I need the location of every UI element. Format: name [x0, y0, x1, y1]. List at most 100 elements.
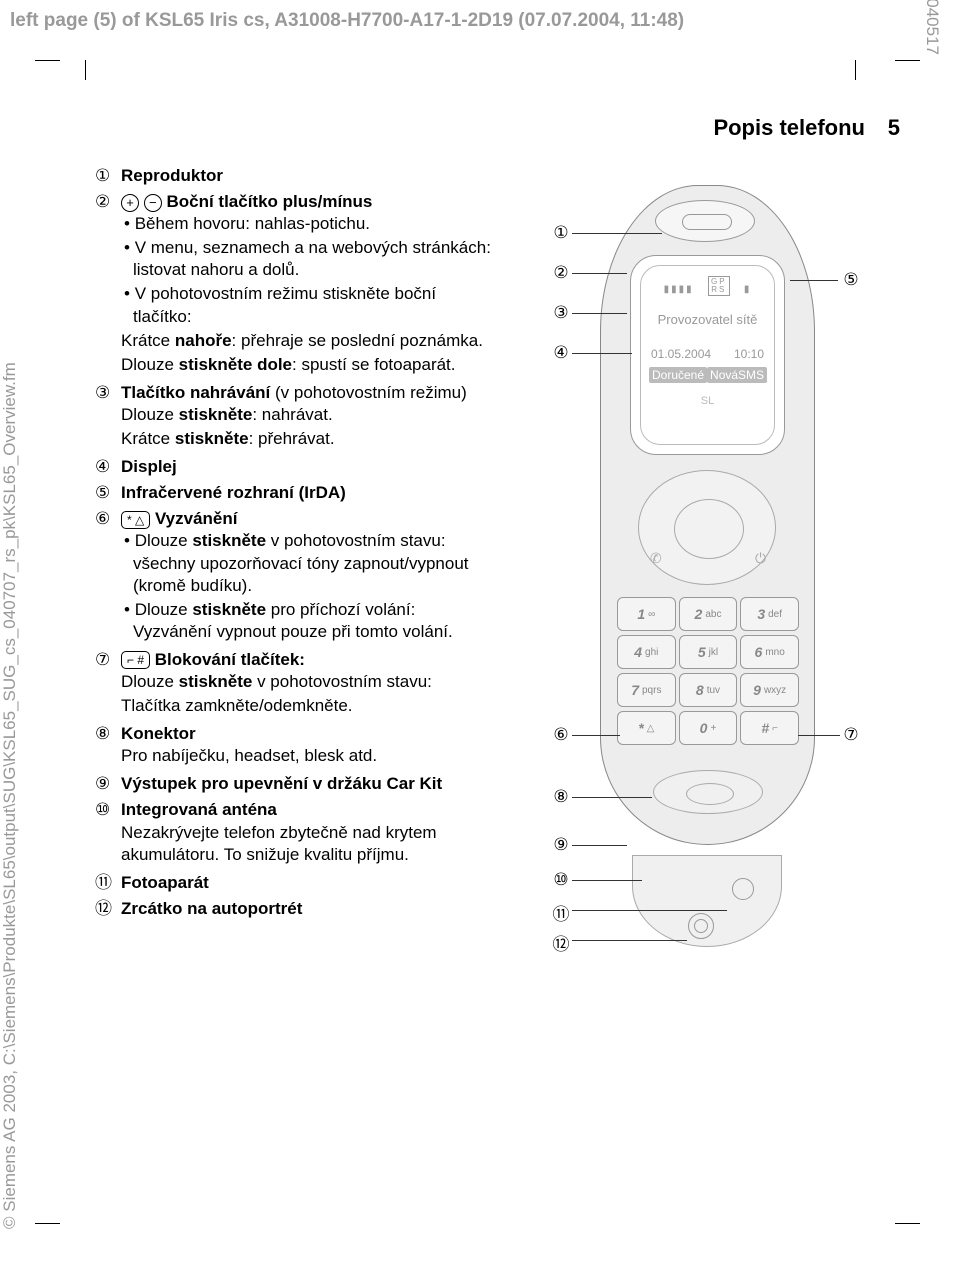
callout-10: ⑩ [550, 870, 572, 892]
sub-10a: Nezakrývejte telefon zbytečně nad krytem… [121, 822, 495, 866]
callout-line [572, 735, 620, 736]
callout-line [572, 910, 727, 911]
label-6: Vyzvánění [155, 509, 238, 528]
status-bar: ▮▮▮▮ GPRS ▮ [641, 276, 774, 296]
keypad: 1∞2abc3def4ghi5jkl6mno7pqrs8tuv9wxyz*△0+… [617, 597, 799, 745]
callout-line [790, 280, 838, 281]
callout-line [572, 273, 627, 274]
label-1: Reproduktor [121, 166, 223, 185]
item-6: ⑥ * △ Vyzvánění Dlouze stiskněte v pohot… [95, 508, 495, 645]
callout-9: ⑨ [550, 835, 572, 857]
item-10: ⑩ Integrovaná anténa Nezakrývejte telefo… [95, 799, 495, 867]
label-12: Zrcátko na autoportrét [121, 899, 302, 918]
callout-1: ① [550, 223, 572, 245]
item-3: ③ Tlačítko nahrávání (v pohotovostním re… [95, 382, 495, 452]
item-8: ⑧ Konektor Pro nabíječku, headset, blesk… [95, 723, 495, 769]
screen-inner: ▮▮▮▮ GPRS ▮ Provozovatel sítě 01.05.2004… [640, 265, 775, 445]
item-5: ⑤ Infračervené rozhraní (IrDA) [95, 482, 495, 504]
sub-2b: V menu, seznamech a na webových stránkác… [133, 237, 495, 281]
plus-icon: + [121, 194, 139, 212]
crop-mark [895, 1223, 920, 1224]
sub-2c: V pohotovostním režimu stiskněte boční t… [133, 283, 495, 327]
item-11: ⑪ Fotoaparát [95, 872, 495, 894]
label-3: Tlačítko nahrávání [121, 383, 270, 402]
label-7: Blokování tlačítek: [155, 650, 305, 669]
phone-illustration: ▮▮▮▮ GPRS ▮ Provozovatel sítě 01.05.2004… [560, 175, 850, 955]
callout-line [572, 233, 662, 234]
marker-11: ⑪ [95, 872, 121, 894]
label-5: Infračervené rozhraní (IrDA) [121, 483, 346, 502]
softkey-left: Doručené [649, 367, 707, 383]
keypad-key: #⌐ [740, 711, 799, 745]
callout-line [572, 880, 642, 881]
callout-8: ⑧ [550, 787, 572, 809]
crop-mark [895, 60, 920, 61]
date-line: 01.05.2004 10:10 [641, 347, 774, 361]
label-2: Boční tlačítko plus/mínus [166, 192, 372, 211]
marker-12: ⑫ [95, 898, 121, 920]
callout-line [572, 940, 687, 941]
mirror-icon [688, 913, 714, 939]
label-3-post: (v pohotovostním režimu) [270, 383, 467, 402]
star-key-icon: * △ [121, 511, 150, 529]
header-line: left page (5) of KSL65 Iris cs, A31008-H… [10, 10, 684, 32]
crop-mark [35, 60, 60, 61]
page-number: 5 [888, 115, 900, 141]
label-4: Displej [121, 457, 177, 476]
content-column: ① Reproduktor ② + − Boční tlačítko plus/… [95, 165, 495, 924]
item-7: ⑦ ⌐ # Blokování tlačítek: Dlouze stiskně… [95, 649, 495, 719]
provider-text: Provozovatel sítě [641, 312, 774, 327]
marker-2: ② [95, 191, 121, 378]
hash-key-icon: ⌐ # [121, 651, 150, 669]
minus-icon: − [144, 194, 162, 212]
side-right-text: VAR Language: cs; VAR issue date: 040517 [922, 0, 942, 55]
callout-7: ⑦ [840, 725, 862, 747]
keypad-key: 7pqrs [617, 673, 676, 707]
item-4: ④ Displej [95, 456, 495, 478]
keypad-key: 6mno [740, 635, 799, 669]
crop-mark [85, 60, 105, 80]
sub-3a: Dlouze stiskněte: nahrávat. [121, 404, 495, 426]
marker-4: ④ [95, 456, 121, 478]
callout-line [572, 797, 652, 798]
keypad-key: 3def [740, 597, 799, 631]
callout-11: ⑪ [550, 900, 572, 922]
screen-date: 01.05.2004 [651, 347, 711, 361]
phone-screen: ▮▮▮▮ GPRS ▮ Provozovatel sítě 01.05.2004… [630, 255, 785, 455]
keypad-key: 0+ [679, 711, 738, 745]
label-10: Integrovaná anténa [121, 800, 277, 819]
keypad-key: 4ghi [617, 635, 676, 669]
marker-5: ⑤ [95, 482, 121, 504]
keypad-key: 1∞ [617, 597, 676, 631]
softkeys: Doručené NováSMS [641, 367, 774, 383]
marker-1: ① [95, 165, 121, 187]
connector-icon [653, 770, 763, 814]
keypad-key: *△ [617, 711, 676, 745]
softkey-right: NováSMS [707, 367, 767, 383]
call-icon: ✆ [650, 550, 662, 567]
sub-3b: Krátce stiskněte: přehrávat. [121, 428, 495, 450]
sub-7b: Tlačítka zamkněte/odemkněte. [121, 695, 495, 717]
item-12: ⑫ Zrcátko na autoportrét [95, 898, 495, 920]
marker-7: ⑦ [95, 649, 121, 719]
crop-mark [855, 60, 875, 80]
item-1: ① Reproduktor [95, 165, 495, 187]
callout-3: ③ [550, 303, 572, 325]
marker-9: ⑨ [95, 773, 121, 795]
marker-6: ⑥ [95, 508, 121, 645]
sub-6a: Dlouze stiskněte v pohotovostním stavu: … [133, 530, 495, 596]
marker-3: ③ [95, 382, 121, 452]
marker-8: ⑧ [95, 723, 121, 769]
callout-6: ⑥ [550, 725, 572, 747]
item-9: ⑨ Výstupek pro upevnění v držáku Car Kit [95, 773, 495, 795]
keypad-key: 8tuv [679, 673, 738, 707]
keypad-key: 5jkl [679, 635, 738, 669]
camera-icon [732, 878, 754, 900]
keypad-key: 9wxyz [740, 673, 799, 707]
callout-2: ② [550, 263, 572, 285]
end-call-icon: ⏻ [755, 550, 766, 567]
sub-6b: Dlouze stiskněte pro příchozí volání: Vy… [133, 599, 495, 643]
crop-mark [35, 1223, 60, 1224]
item-2: ② + − Boční tlačítko plus/mínus Během ho… [95, 191, 495, 378]
sub-2e: Dlouze stiskněte dole: spustí se fotoapa… [121, 354, 495, 376]
